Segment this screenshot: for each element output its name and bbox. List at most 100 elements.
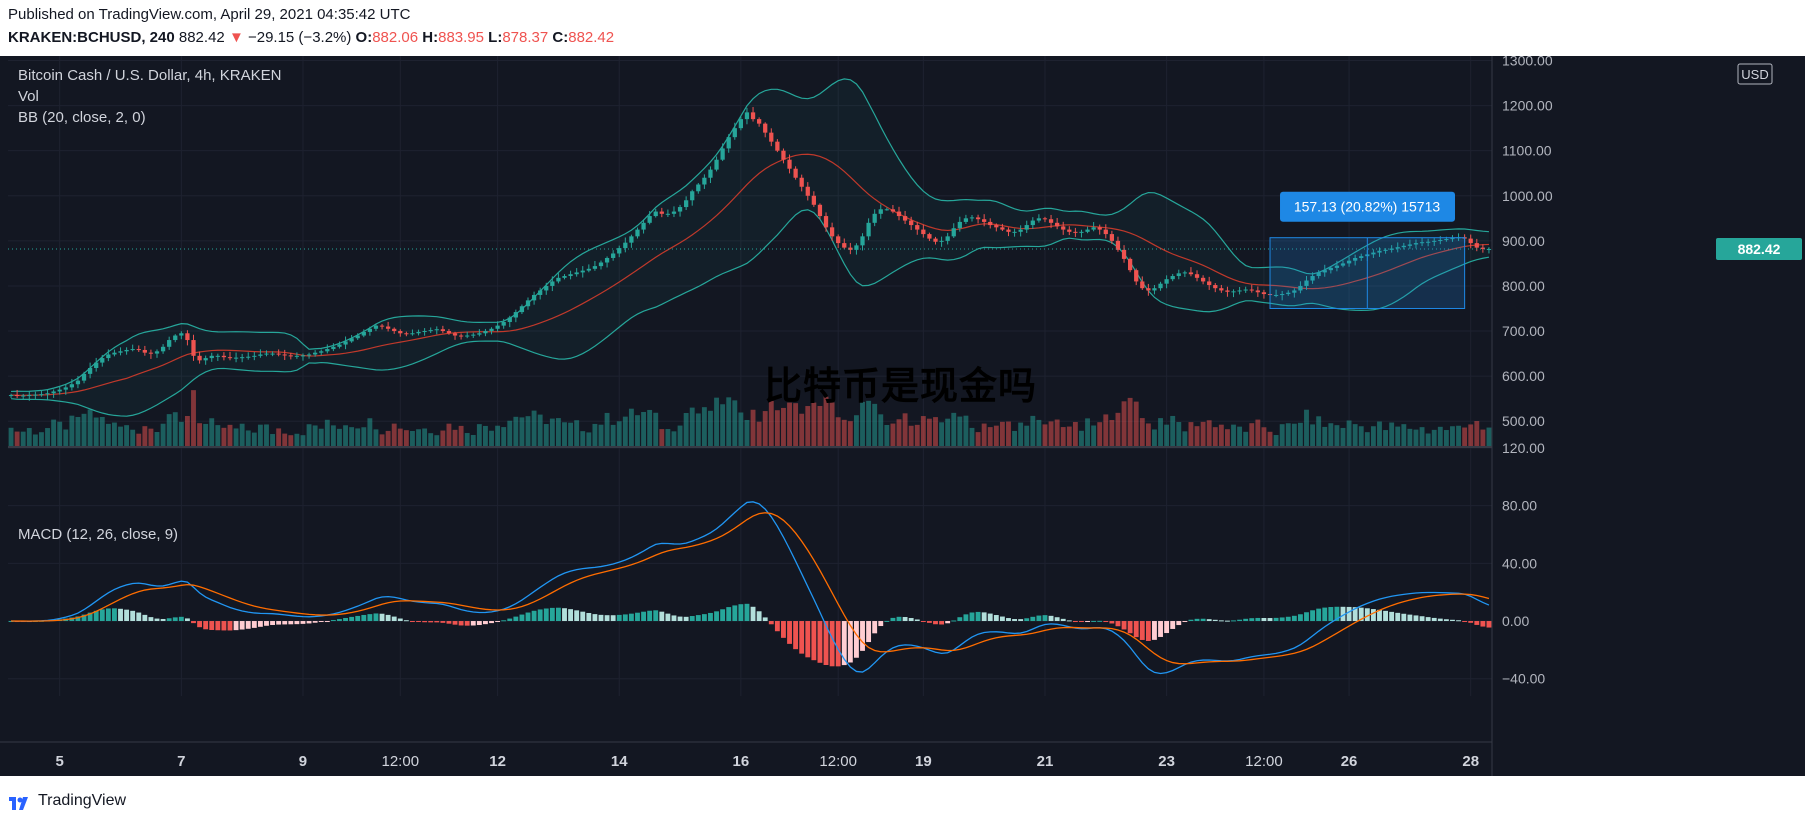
candle-body — [732, 128, 737, 138]
candle-body — [1085, 229, 1090, 232]
volume-bar — [1225, 429, 1230, 446]
macd-histogram-bar — [452, 621, 458, 625]
macd-histogram-bar — [914, 619, 920, 622]
candle-body — [87, 368, 93, 374]
macd-histogram-bar — [1115, 621, 1121, 627]
candle-body — [909, 220, 914, 226]
volume-bar — [1206, 420, 1212, 446]
macd-histogram-bar — [981, 612, 987, 622]
volume-bar — [726, 397, 732, 446]
volume-bar — [1352, 424, 1358, 446]
volume-bar — [622, 416, 628, 446]
volume-bar — [774, 410, 780, 446]
volume-bar — [720, 404, 726, 446]
candle-body — [270, 353, 275, 355]
volume-bar — [768, 400, 774, 446]
macd-histogram-bar — [720, 609, 726, 622]
volume-bar — [1310, 424, 1316, 446]
volume-bar — [1279, 424, 1285, 446]
volume-bar — [1030, 415, 1036, 446]
volume-bar — [318, 428, 324, 446]
macd-histogram-bar — [616, 614, 622, 622]
candle-body — [842, 243, 847, 248]
macd-histogram-bar — [501, 620, 507, 622]
volume-bar — [914, 424, 920, 446]
measure-tool[interactable]: 157.13 (20.82%) 15713 — [1269, 191, 1466, 309]
volume-bar — [811, 402, 817, 446]
macd-histogram-bar — [726, 607, 732, 622]
macd-histogram-bar — [714, 611, 719, 622]
time-tick-label: 28 — [1462, 753, 1479, 770]
macd-histogram-bar — [1279, 617, 1285, 622]
volume-bar — [1097, 422, 1103, 446]
time-tick-label: 12:00 — [382, 753, 420, 770]
macd-histogram-bar — [343, 617, 348, 622]
macd-histogram-bar — [1407, 614, 1413, 622]
candle-body — [142, 349, 147, 353]
candle-body — [921, 229, 926, 235]
macd-histogram-bar — [1218, 620, 1224, 622]
time-tick-label: 12:00 — [1245, 753, 1283, 770]
volume-bar — [1443, 430, 1449, 446]
macd-histogram-bar — [963, 614, 969, 622]
volume-bar — [987, 427, 993, 446]
candle-body — [696, 184, 701, 192]
candle-body — [1006, 229, 1011, 232]
volume-bar — [148, 428, 154, 446]
macd-histogram-bar — [969, 612, 975, 622]
macd-histogram-bar — [355, 615, 361, 622]
volume-bar — [744, 419, 750, 446]
volume-bar — [598, 424, 604, 446]
macd-histogram-bar — [1273, 617, 1279, 622]
macd-histogram-bar — [1103, 621, 1109, 623]
macd-histogram-bar — [598, 614, 604, 622]
candle-body — [471, 334, 476, 336]
candle-body — [385, 326, 391, 329]
volume-bar — [1012, 430, 1017, 446]
price-chart[interactable]: 157.13 (20.82%) 15713 1300.00 1200.00 1100… — [0, 56, 1805, 776]
candle-body — [489, 328, 494, 332]
volume-bar — [933, 417, 938, 446]
symbol-label[interactable]: KRAKEN:BCHUSD, 240 — [8, 29, 175, 46]
volume-bar — [184, 416, 190, 446]
macd-histogram-bar — [866, 621, 872, 643]
macd-histogram-bar — [215, 621, 221, 631]
volume-bar — [1267, 431, 1273, 446]
candle-body — [1243, 289, 1248, 291]
candle-body — [1073, 231, 1078, 233]
volume-bar — [1340, 427, 1346, 446]
macd-histogram-bar — [781, 621, 786, 638]
volume-bar — [714, 397, 719, 446]
macd-histogram-bar — [902, 617, 908, 622]
volume-bar — [963, 415, 969, 446]
macd-histogram-bar — [1395, 612, 1401, 622]
macd-histogram-bar — [1182, 621, 1188, 623]
macd-histogram-bar — [1145, 621, 1151, 641]
candle-body — [1359, 256, 1364, 258]
last-price: 882.42 — [178, 29, 225, 46]
volume-bar — [1377, 421, 1382, 446]
candle-body — [1407, 244, 1413, 246]
macd-histogram-bar — [166, 618, 172, 622]
candle-body — [1097, 227, 1102, 230]
macd-histogram-bar — [1018, 619, 1024, 622]
macd-histogram-bar — [543, 608, 549, 622]
open-label: O: — [355, 29, 373, 46]
volume-bar — [1133, 401, 1139, 446]
candle-body — [750, 112, 756, 120]
volume-bar — [1091, 425, 1097, 446]
volume-bar — [483, 425, 488, 446]
macd-histogram-bar — [1164, 621, 1170, 634]
volume-bar — [1018, 422, 1024, 446]
candle-body — [160, 346, 166, 352]
volume-bar — [1407, 428, 1413, 446]
macd-histogram-bar — [537, 609, 543, 622]
candle-body — [1176, 273, 1181, 277]
candle-body — [1200, 277, 1206, 282]
candle-body — [1170, 276, 1175, 280]
macd-histogram-bar — [1048, 615, 1054, 622]
candle-body — [1231, 291, 1236, 293]
candle-body — [1328, 267, 1333, 271]
macd-histogram-bar — [841, 621, 847, 666]
candle-body — [994, 225, 999, 228]
